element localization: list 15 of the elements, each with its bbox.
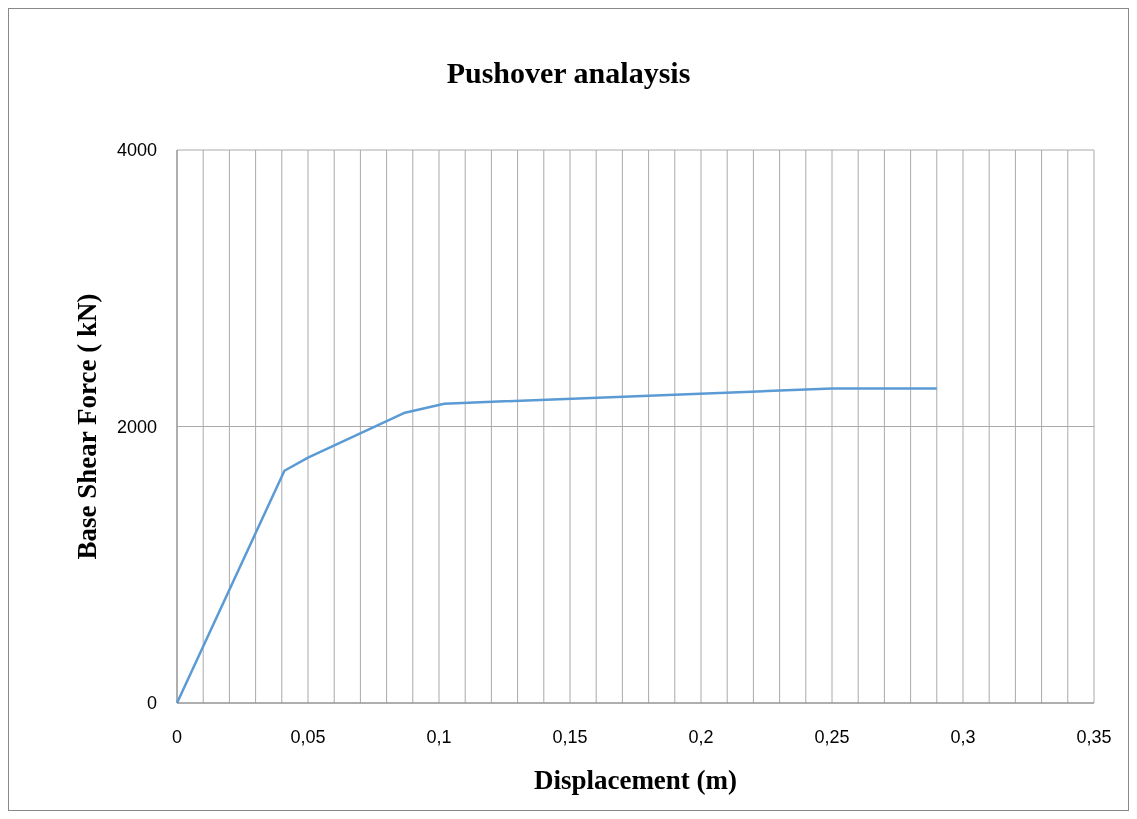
x-tick-label: 0,2	[688, 727, 714, 747]
line-series	[175, 387, 939, 705]
x-tick-label: 0,35	[1076, 727, 1112, 747]
x-tick-label: 0,1	[426, 727, 452, 747]
x-tick-label: 0,05	[290, 727, 326, 747]
y-tick-label: 2000	[116, 416, 157, 437]
x-tick-label: 0	[171, 727, 183, 747]
y-axis-title: Base Shear Force ( kN)	[72, 293, 102, 560]
y-tick-label: 4000	[116, 140, 157, 160]
chart-title: Pushover analaysis	[446, 56, 691, 89]
x-axis-title: Displacement (m)	[533, 765, 738, 795]
x-tick-label: 0,3	[950, 727, 976, 747]
x-tick-label: 0,15	[552, 727, 588, 747]
x-tick-label: 0,25	[814, 727, 850, 747]
y-tick-label: 0	[146, 693, 157, 713]
